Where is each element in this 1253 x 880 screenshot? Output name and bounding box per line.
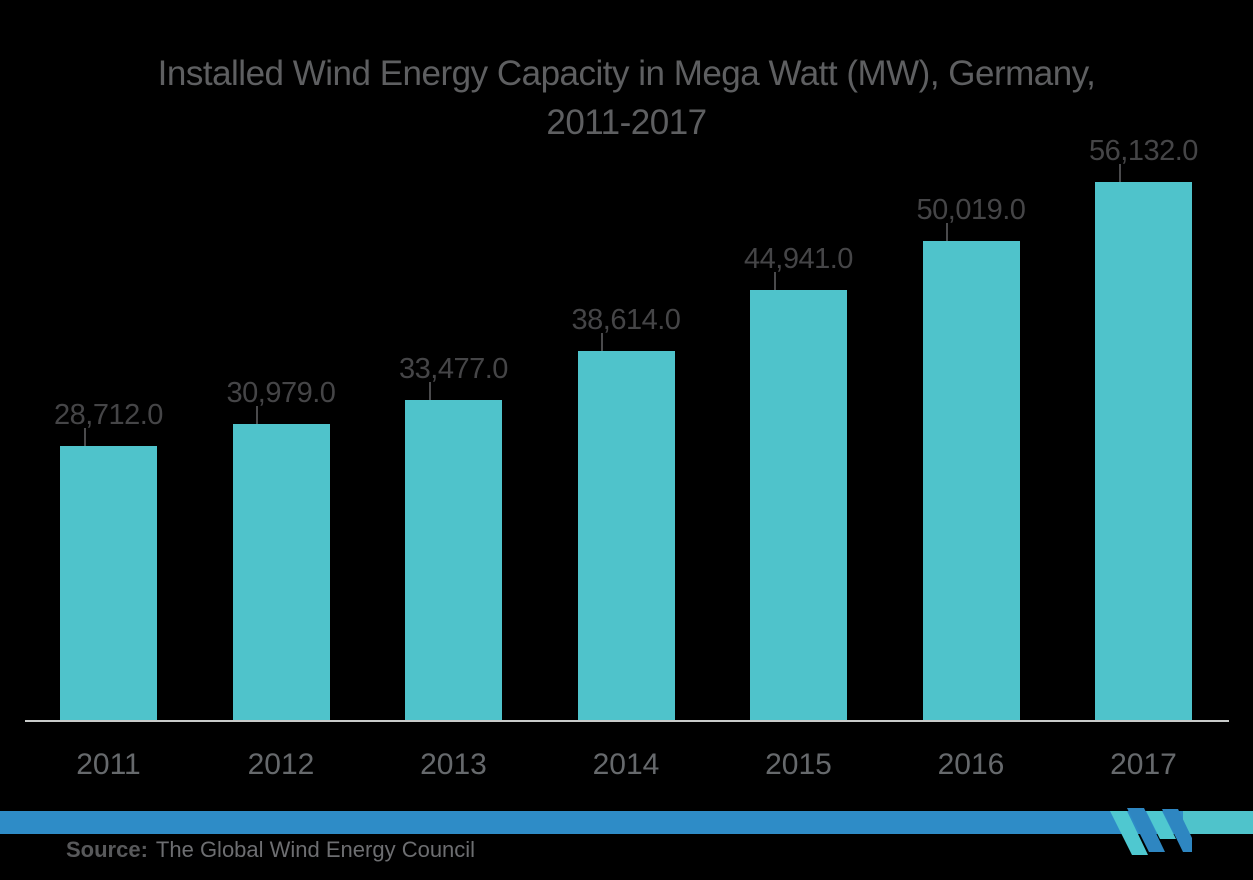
- bar-2016: [922, 241, 1020, 722]
- chart-title: Installed Wind Energy Capacity in Mega W…: [157, 54, 1096, 93]
- bar-2013: [405, 400, 502, 722]
- bar-leader-line: [428, 382, 431, 400]
- bar-2012: [232, 424, 330, 722]
- bar-leader-line: [83, 428, 86, 446]
- footer-bar-teal: [1183, 811, 1253, 834]
- x-axis-line: [25, 720, 1229, 722]
- bar-value-label: 30,979.0: [226, 377, 336, 409]
- x-tick-label-2016: 2016: [937, 748, 1005, 781]
- x-tick-label-2011: 2011: [76, 748, 141, 781]
- bar-value-label: 28,712.0: [54, 399, 163, 431]
- bar-leader-line: [256, 406, 258, 424]
- bar-value-label: 33,477.0: [399, 353, 508, 385]
- bar-leader-line: [601, 333, 603, 351]
- x-tick-label-2014: 2014: [592, 748, 660, 781]
- x-tick-label-2015: 2015: [765, 748, 832, 781]
- bar-2015: [750, 290, 847, 722]
- source-text: The Global Wind Energy Council: [155, 837, 476, 862]
- x-tick-label-2012: 2012: [247, 748, 315, 781]
- x-tick-label-2017: 2017: [1110, 748, 1177, 781]
- bar-value-label: 38,614.0: [571, 304, 681, 336]
- bar-value-label: 56,132.0: [1089, 135, 1198, 167]
- footer-bar-blue: [0, 811, 1253, 834]
- source-line: Source: The Global Wind Energy Council: [66, 837, 475, 863]
- bar-value-label: 50,019.0: [916, 194, 1026, 226]
- chart-subtitle: 2011-2017: [546, 103, 707, 142]
- bar-2014: [577, 351, 675, 722]
- bar-2017: [1095, 182, 1192, 722]
- bar-value-label: 44,941.0: [744, 243, 853, 275]
- bar-leader-line: [773, 272, 776, 290]
- source-label: Source:: [66, 837, 148, 862]
- bar-2011: [60, 446, 157, 722]
- bar-leader-line: [1118, 164, 1121, 182]
- mordor-intelligence-logo: [1110, 808, 1192, 855]
- bar-leader-line: [946, 223, 948, 241]
- x-tick-label-2013: 2013: [420, 748, 487, 781]
